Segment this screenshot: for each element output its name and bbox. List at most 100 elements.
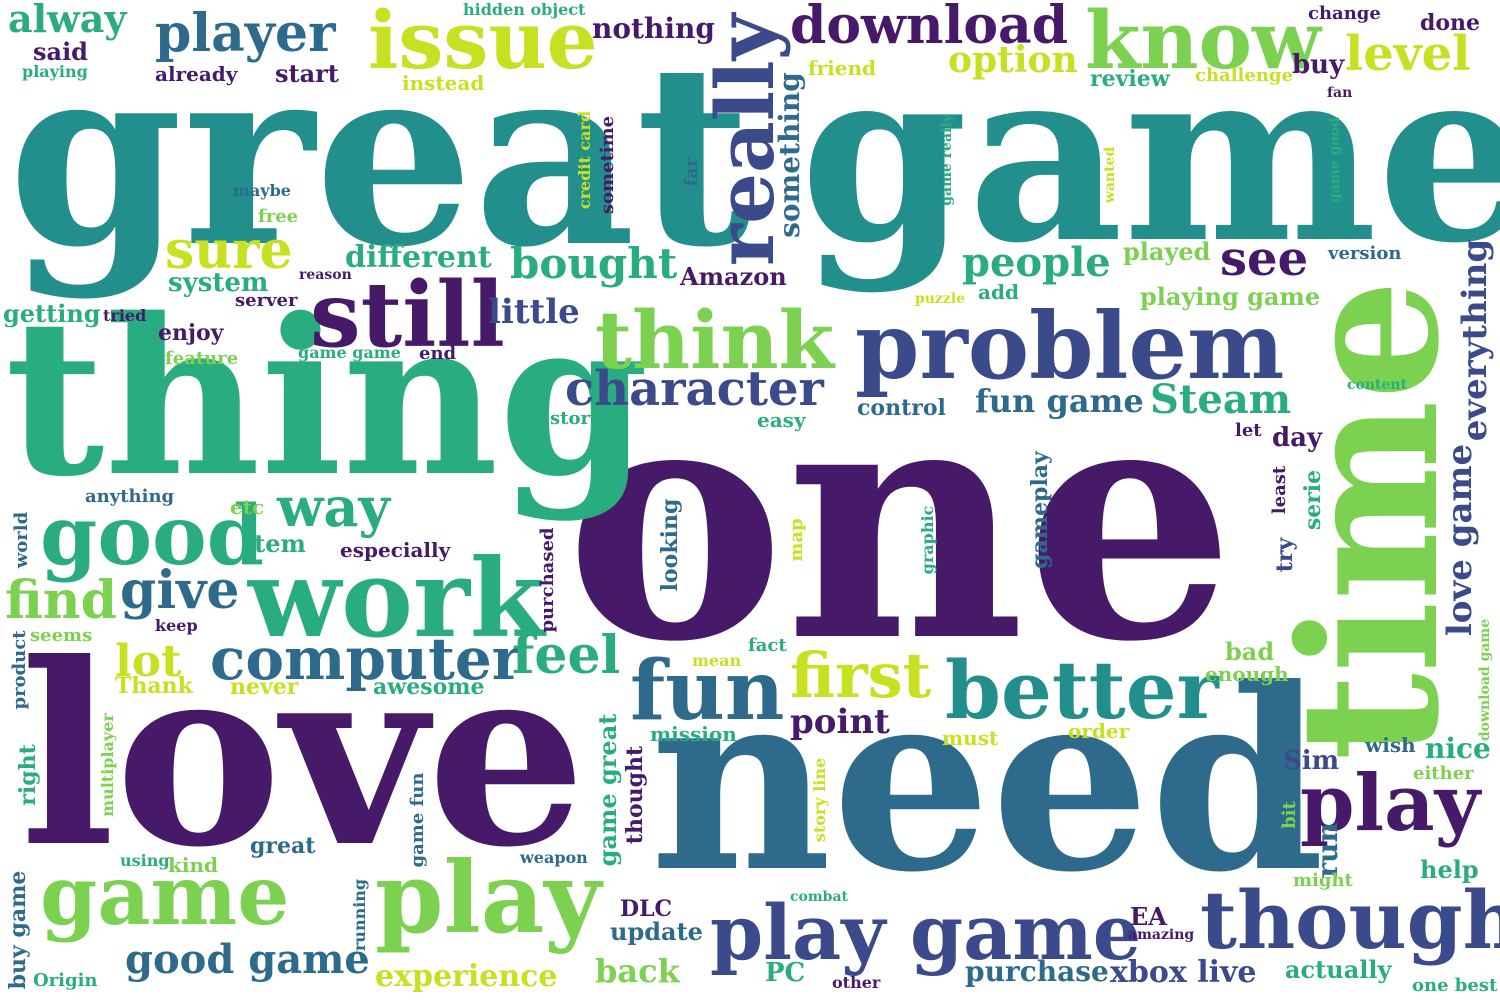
word-puzzle: puzzle	[915, 291, 966, 307]
word-character: character	[565, 361, 824, 417]
word-change: change	[1308, 3, 1381, 24]
word-tried: tried	[103, 306, 147, 325]
word-alway: alway	[8, 0, 127, 41]
word-server: server	[235, 290, 298, 311]
word-know: know	[1085, 0, 1321, 87]
word-must: must	[942, 726, 999, 750]
word-least: least	[1269, 465, 1290, 515]
word-great-small: great	[250, 833, 316, 859]
word-give: give	[120, 560, 240, 621]
word-love-game: love game	[1440, 443, 1480, 637]
word-mission: mission	[650, 722, 737, 746]
word-world: world	[11, 511, 32, 569]
word-free: free	[258, 206, 299, 227]
word-help: help	[1420, 855, 1479, 884]
word-little: little	[488, 292, 580, 332]
word-one-best: one best	[1412, 975, 1498, 996]
word-game-bottom-left: game	[40, 848, 290, 944]
word-fan: fan	[1327, 85, 1353, 101]
word-credit-card: credit card	[575, 110, 594, 210]
word-update: update	[610, 917, 703, 946]
word-product: product	[9, 630, 30, 710]
word-lot: lot	[115, 636, 182, 687]
word-serie: serie	[1300, 469, 1326, 531]
word-experience: experience	[375, 959, 558, 994]
word-work: work	[248, 536, 545, 662]
word-wanted: wanted	[1102, 146, 1118, 204]
word-find: find	[5, 570, 117, 631]
word-item: item	[245, 529, 306, 558]
word-try: try	[1272, 537, 1298, 573]
word-start: start	[275, 59, 339, 88]
word-keep: keep	[155, 616, 198, 635]
word-amazon: Amazon	[680, 262, 787, 291]
word-reason: reason	[299, 267, 352, 283]
word-player: player	[155, 3, 336, 64]
word-play-bottom-center: play	[710, 888, 886, 977]
word-need: need	[650, 633, 1325, 927]
word-level: level	[1345, 26, 1471, 82]
word-game-really: game really	[939, 114, 955, 206]
word-origin: Origin	[33, 970, 98, 991]
word-think: think	[595, 293, 835, 387]
word-play-right: play	[1300, 758, 1481, 849]
word-combat: combat	[790, 889, 849, 905]
word-game-bottom-center: game	[910, 888, 1142, 977]
word-game: game	[800, 14, 1500, 296]
word-different: different	[345, 240, 492, 275]
word-multiplayer: multiplayer	[98, 713, 117, 817]
word-etc: etc	[230, 495, 265, 519]
word-right: right	[15, 744, 41, 806]
word-day: day	[1272, 423, 1323, 453]
word-download: download	[790, 0, 1069, 56]
word-graphic: graphic	[918, 505, 937, 575]
word-add: add	[978, 280, 1019, 304]
word-other: other	[832, 973, 881, 992]
word-love: love	[20, 608, 587, 902]
word-control: control	[857, 395, 946, 421]
word-getting: getting	[3, 299, 101, 328]
word-nice: nice	[1425, 732, 1491, 765]
word-thought: thought	[622, 745, 648, 845]
word-enjoy: enjoy	[158, 320, 224, 346]
word-download-game: download game	[1477, 618, 1493, 742]
word-gameplay: gameplay	[1027, 451, 1053, 569]
word-either: either	[1413, 763, 1474, 784]
word-weapon: weapon	[520, 848, 588, 867]
word-better: better	[945, 643, 1219, 737]
word-feature: feature	[165, 348, 239, 369]
word-played: played	[1123, 237, 1211, 266]
word-amazing: amazing	[1128, 927, 1195, 943]
word-using: using	[120, 851, 170, 870]
word-ea: EA	[1130, 902, 1167, 931]
word-feel: feel	[512, 625, 621, 686]
word-nothing: nothing	[592, 12, 715, 45]
word-people: people	[962, 239, 1111, 286]
word-running: running	[350, 878, 369, 952]
word-looking: looking	[657, 498, 683, 592]
word-done: done	[1420, 10, 1481, 36]
word-play-bottom-left: play	[375, 841, 602, 956]
word-maybe: maybe	[233, 181, 291, 200]
word-fact: fact	[748, 635, 787, 656]
word-review: review	[1090, 66, 1170, 92]
word-bad: bad	[1225, 637, 1275, 666]
word-xbox-live: xbox live	[1110, 955, 1257, 990]
word-game-game: game game	[298, 343, 401, 362]
word-system: system	[168, 268, 269, 298]
word-still: still	[310, 262, 505, 368]
word-playing: playing	[22, 62, 88, 81]
word-way: way	[277, 475, 390, 539]
word-far: far	[681, 157, 702, 187]
word-back: back	[595, 952, 680, 990]
word-option: option	[948, 39, 1078, 81]
word-seems: seems	[30, 625, 93, 646]
word-hidden-object: hidden object	[463, 0, 586, 19]
word-enough: enough	[1205, 662, 1289, 686]
word-great: great	[8, 8, 752, 302]
word-content: content	[1347, 377, 1408, 393]
word-awesome: awesome	[373, 674, 485, 700]
word-steam: Steam	[1150, 376, 1292, 423]
word-though: though	[1200, 873, 1500, 967]
word-first: first	[790, 639, 932, 712]
